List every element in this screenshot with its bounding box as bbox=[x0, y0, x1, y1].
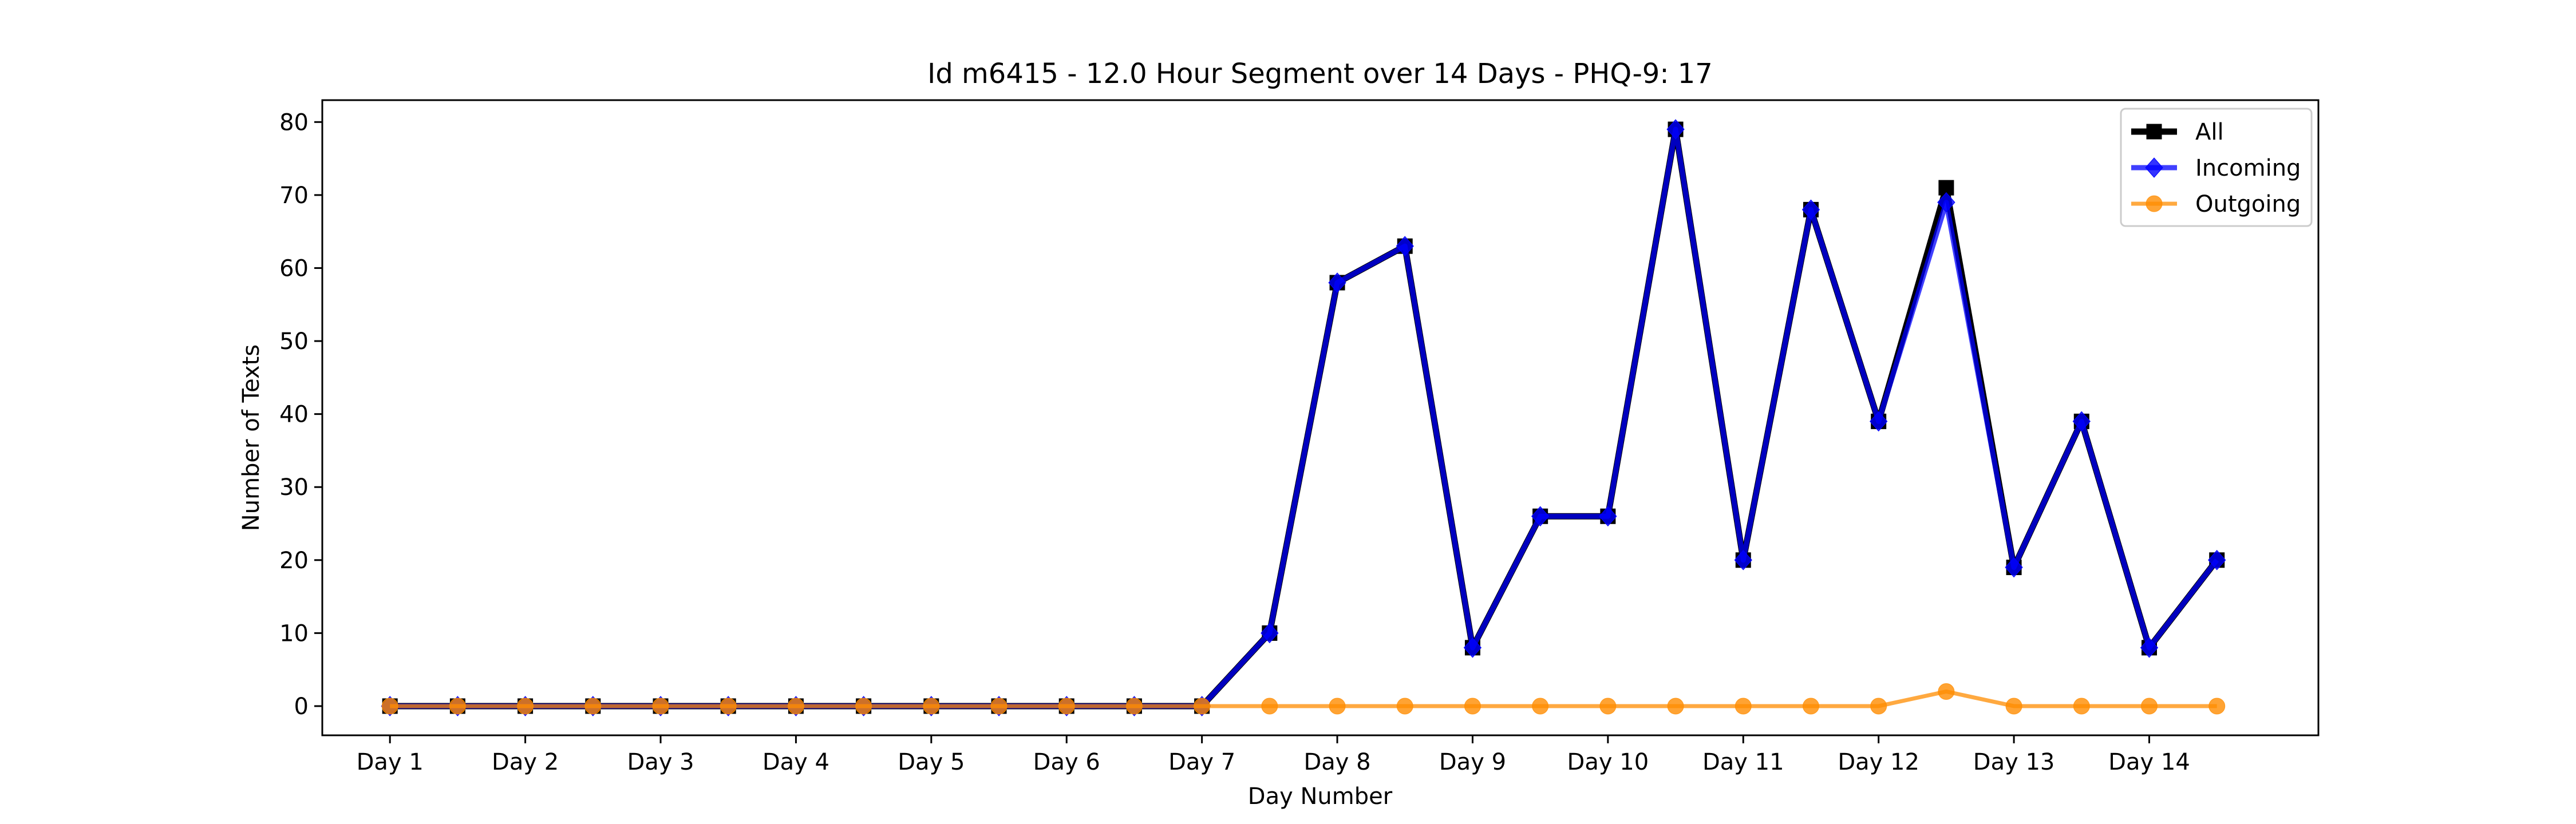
data-point bbox=[1261, 623, 1279, 644]
y-tick-label: 80 bbox=[279, 109, 309, 136]
data-point bbox=[2140, 637, 2159, 658]
x-tick-label: Day 3 bbox=[627, 749, 694, 775]
data-point bbox=[1734, 550, 1752, 571]
data-point bbox=[652, 698, 669, 715]
data-point bbox=[1464, 698, 1481, 715]
plot-frame bbox=[321, 99, 2320, 736]
data-point bbox=[1194, 698, 1211, 715]
series-incoming bbox=[381, 119, 2226, 716]
data-point bbox=[1937, 192, 1955, 213]
data-point bbox=[2140, 698, 2158, 715]
x-tick-label: Day 14 bbox=[2108, 749, 2190, 775]
data-point bbox=[584, 698, 602, 715]
data-point bbox=[1396, 698, 1413, 715]
data-point bbox=[2072, 411, 2091, 432]
data-point bbox=[1801, 199, 1820, 220]
legend-marker bbox=[2145, 157, 2163, 178]
x-tick-label: Day 4 bbox=[762, 749, 829, 775]
legend-label: Incoming bbox=[2195, 155, 2301, 181]
data-point bbox=[2208, 550, 2226, 571]
data-point bbox=[1058, 698, 1075, 715]
chart-title: Id m6415 - 12.0 Hour Segment over 14 Day… bbox=[927, 58, 1713, 90]
x-tick-label: Day 8 bbox=[1303, 749, 1370, 775]
data-point bbox=[1599, 698, 1617, 715]
x-tick-label: Day 13 bbox=[1973, 749, 2055, 775]
data-point bbox=[449, 698, 466, 715]
data-point bbox=[1735, 698, 1752, 715]
x-tick-label: Day 6 bbox=[1033, 749, 1100, 775]
data-point bbox=[2005, 698, 2022, 715]
data-point bbox=[1328, 272, 1346, 293]
y-axis-label: Number of Texts bbox=[238, 344, 264, 531]
data-point bbox=[1666, 119, 1685, 140]
x-tick-label: Day 11 bbox=[1702, 749, 1784, 775]
y-tick-label: 0 bbox=[294, 694, 309, 720]
data-point bbox=[990, 698, 1008, 715]
legend-marker bbox=[2146, 124, 2162, 140]
data-point bbox=[1599, 506, 1617, 526]
y-tick-label: 20 bbox=[279, 548, 309, 574]
data-point bbox=[855, 698, 872, 715]
x-tick-label: Day 9 bbox=[1439, 749, 1506, 775]
data-point bbox=[2073, 698, 2090, 715]
data-point bbox=[381, 698, 398, 715]
data-point bbox=[923, 698, 940, 715]
legend-marker bbox=[2146, 195, 2163, 212]
y-tick-label: 10 bbox=[279, 620, 309, 647]
y-tick-label: 60 bbox=[279, 255, 309, 282]
data-point bbox=[1125, 698, 1143, 715]
data-point bbox=[1667, 698, 1684, 715]
legend-box bbox=[2120, 108, 2313, 227]
series-outgoing bbox=[381, 683, 2226, 715]
legend-label: All bbox=[2195, 119, 2224, 145]
legend-label: Outgoing bbox=[2195, 191, 2301, 217]
data-point bbox=[1396, 236, 1414, 256]
x-tick-label: Day 5 bbox=[898, 749, 965, 775]
data-point bbox=[1261, 698, 1278, 715]
series-line bbox=[390, 126, 2219, 709]
x-axis-label: Day Number bbox=[1248, 783, 1393, 810]
y-tick-label: 30 bbox=[279, 474, 309, 501]
series-line bbox=[390, 689, 2217, 708]
x-tick-label: Day 7 bbox=[1168, 749, 1235, 775]
x-tick-label: Day 2 bbox=[492, 749, 559, 775]
data-point bbox=[1938, 683, 1955, 700]
data-point bbox=[2005, 557, 2023, 578]
data-point bbox=[787, 698, 804, 715]
data-point bbox=[1870, 698, 1887, 715]
data-point bbox=[517, 698, 534, 715]
y-tick-label: 40 bbox=[279, 402, 309, 428]
y-tick-label: 70 bbox=[279, 183, 309, 209]
x-tick-label: Day 12 bbox=[1838, 749, 1919, 775]
data-point bbox=[1532, 698, 1549, 715]
x-tick-label: Day 1 bbox=[357, 749, 424, 775]
data-point bbox=[1463, 637, 1482, 658]
data-point bbox=[1802, 698, 1819, 715]
data-point bbox=[2208, 698, 2226, 715]
data-point bbox=[720, 698, 737, 715]
x-tick-label: Day 10 bbox=[1567, 749, 1649, 775]
plot-area: 0 10 20 30 40 50 60 70 80 Day 1 Day 2 Day 3 Day 4 Day… bbox=[279, 99, 2320, 775]
y-tick-label: 50 bbox=[279, 328, 309, 355]
data-point bbox=[1870, 411, 1888, 432]
data-point bbox=[1531, 506, 1550, 526]
legend: All Incoming Outgoing bbox=[2120, 108, 2313, 227]
data-point bbox=[1329, 698, 1346, 715]
